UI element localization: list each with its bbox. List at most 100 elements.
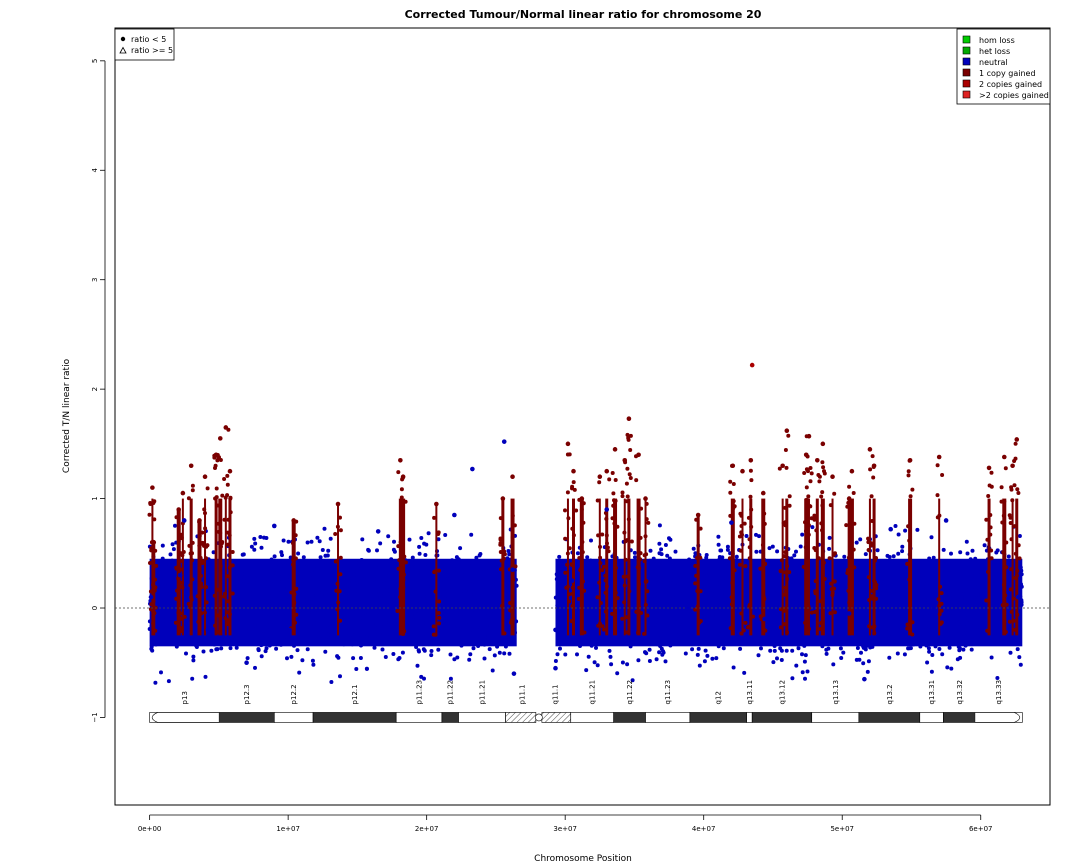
neutral-texture-dot bbox=[796, 611, 801, 616]
neutral-texture-dot bbox=[263, 596, 268, 601]
neutral-texture-dot bbox=[718, 584, 723, 589]
neutral-texture-dot bbox=[688, 580, 693, 585]
gain-texture-dot bbox=[204, 600, 209, 605]
neutral-texture-dot bbox=[651, 556, 656, 561]
neutral-texture-dot bbox=[920, 596, 925, 601]
neutral-texture-dot bbox=[592, 578, 596, 583]
ideogram-band bbox=[273, 712, 314, 723]
gain-texture-dot bbox=[804, 529, 808, 533]
legend-swatch bbox=[962, 79, 971, 88]
neutral-texture-dot bbox=[312, 615, 317, 620]
neutral-texture-dot bbox=[898, 574, 903, 579]
neutral-texture-dot bbox=[215, 647, 220, 652]
neutral-texture-dot bbox=[691, 568, 696, 573]
neutral-texture-dot bbox=[705, 653, 710, 658]
gain-texture-dot bbox=[223, 591, 228, 596]
gain-texture-dot bbox=[565, 562, 570, 567]
neutral-texture-dot bbox=[308, 623, 313, 628]
neutral-texture-dot bbox=[242, 598, 247, 603]
neutral-texture-dot bbox=[656, 576, 661, 581]
gain-texture-dot bbox=[215, 587, 220, 592]
neutral-texture-dot bbox=[692, 587, 697, 592]
neutral-texture-dot bbox=[968, 609, 973, 614]
gain-texture-dot bbox=[204, 556, 208, 561]
gain-texture-dot bbox=[204, 585, 209, 590]
neutral-texture-dot bbox=[752, 633, 757, 638]
neutral-texture-dot bbox=[788, 616, 793, 621]
neutral-texture-dot bbox=[959, 575, 964, 580]
neutral-texture-dot bbox=[305, 616, 310, 621]
neutral-texture-dot bbox=[661, 597, 666, 602]
gain-texture-dot bbox=[598, 601, 603, 605]
neutral-texture-dot bbox=[949, 551, 953, 556]
ideogram-band bbox=[689, 712, 747, 723]
neutral-texture-dot bbox=[892, 635, 897, 640]
gain-texture-dot bbox=[227, 565, 232, 570]
gain-texture-dot bbox=[510, 563, 515, 568]
data-point bbox=[368, 622, 374, 627]
gain-texture-dot bbox=[989, 470, 994, 475]
gain-streak bbox=[623, 498, 626, 636]
neutral-texture-dot bbox=[453, 635, 458, 640]
neutral-texture-dot bbox=[925, 567, 930, 572]
neutral-texture-dot bbox=[690, 600, 695, 604]
neutral-texture-dot bbox=[375, 584, 380, 589]
neutral-texture-dot bbox=[944, 592, 948, 597]
gain-texture-dot bbox=[148, 501, 153, 505]
neutral-texture-dot bbox=[163, 574, 168, 579]
neutral-texture-dot bbox=[430, 617, 435, 622]
neutral-texture-dot bbox=[364, 666, 369, 671]
neutral-texture-dot bbox=[625, 662, 630, 667]
gain-texture-dot bbox=[500, 603, 505, 608]
gain-texture-dot bbox=[149, 548, 154, 553]
neutral-texture-dot bbox=[555, 652, 560, 657]
gain-texture-dot bbox=[806, 494, 811, 499]
neutral-texture-dot bbox=[310, 620, 315, 625]
data-point bbox=[205, 627, 211, 633]
gain-texture-dot bbox=[739, 631, 744, 636]
neutral-texture-dot bbox=[276, 579, 281, 584]
gain-texture-dot bbox=[152, 611, 157, 616]
ideogram-band bbox=[858, 712, 921, 723]
neutral-texture-dot bbox=[769, 610, 774, 615]
data-point bbox=[470, 466, 475, 472]
neutral-texture-dot bbox=[351, 592, 355, 597]
neutral-texture-dot bbox=[658, 597, 663, 601]
neutral-texture-dot bbox=[609, 575, 614, 580]
neutral-texture-dot bbox=[717, 557, 722, 562]
data-point bbox=[936, 454, 942, 460]
neutral-texture-dot bbox=[378, 592, 383, 597]
gain-texture-dot bbox=[498, 537, 503, 542]
data-point bbox=[814, 457, 820, 463]
gain-texture-dot bbox=[1009, 609, 1014, 614]
neutral-texture-dot bbox=[977, 625, 982, 629]
gain-texture-dot bbox=[338, 618, 343, 623]
centromere bbox=[535, 713, 543, 722]
gain-texture-dot bbox=[338, 515, 342, 520]
gain-texture-dot bbox=[199, 581, 204, 586]
neutral-texture-dot bbox=[423, 579, 428, 584]
y-tick-label: 3 bbox=[91, 277, 99, 281]
neutral-texture-dot bbox=[891, 554, 896, 559]
neutral-texture-dot bbox=[945, 665, 950, 670]
gain-streak bbox=[598, 498, 601, 636]
neutral-texture-dot bbox=[171, 547, 176, 552]
gain-texture-dot bbox=[498, 550, 503, 554]
neutral-texture-dot bbox=[367, 625, 371, 630]
neutral-texture-dot bbox=[608, 654, 613, 659]
gain-texture-dot bbox=[1013, 441, 1018, 446]
data-point bbox=[996, 633, 1002, 638]
neutral-texture-dot bbox=[269, 591, 274, 596]
data-point bbox=[860, 578, 866, 583]
neutral-texture-dot bbox=[249, 591, 254, 596]
neutral-texture-dot bbox=[932, 585, 937, 590]
gain-texture-dot bbox=[200, 530, 205, 535]
neutral-texture-dot bbox=[839, 586, 844, 591]
neutral-texture-dot bbox=[477, 553, 482, 558]
neutral-texture-dot bbox=[790, 585, 795, 590]
neutral-texture-dot bbox=[258, 623, 262, 628]
data-point bbox=[571, 468, 576, 474]
neutral-texture-dot bbox=[709, 573, 714, 577]
neutral-texture-dot bbox=[992, 618, 997, 623]
neutral-texture-dot bbox=[886, 587, 891, 592]
